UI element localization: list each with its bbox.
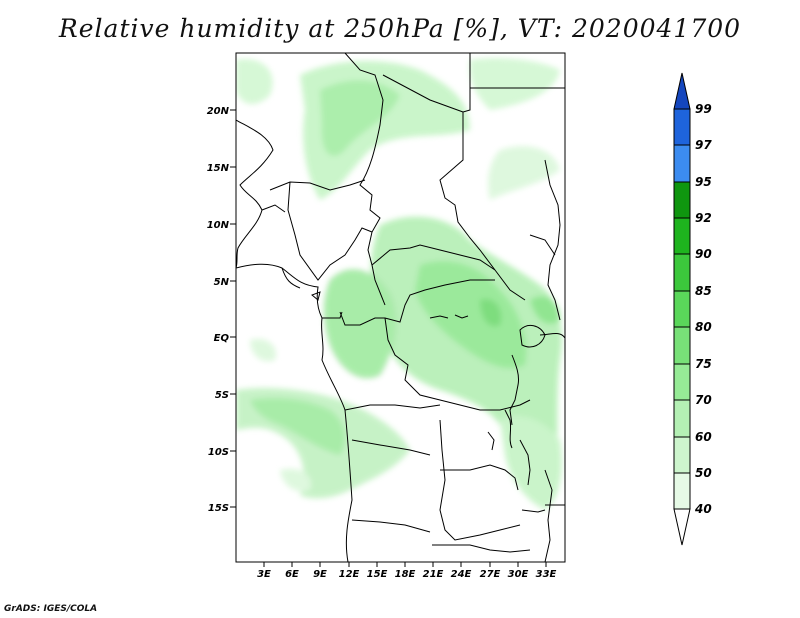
colorbar-labels: 99 97 95 92 90 85 80 75 70 60 50 40 [694,102,712,516]
colorbar-seg-90-92 [673,217,691,255]
lon-label-33E: 33E [536,569,557,580]
lon-label-12E: 12E [339,569,360,580]
colorbar-label-97: 97 [695,138,712,152]
colorbar-seg-97-99 [673,108,691,146]
colorbar-label-90: 90 [695,247,712,261]
colorbar-label-75: 75 [695,357,712,371]
colorbar-top-triangle [673,72,691,110]
lon-label-24E: 24E [451,569,472,580]
lon-label-27E: 27E [480,569,501,580]
lon-label-18E: 18E [395,569,416,580]
lat-label-15S: 15S [208,503,229,514]
lat-label-15N: 15N [207,163,230,174]
footer-credit: GrADS: IGES/COLA [4,604,98,614]
lat-label-10N: 10N [207,220,230,231]
lat-label-10S: 10S [208,447,229,458]
colorbar-label-80: 80 [695,320,712,334]
colorbar-label-40: 40 [694,502,712,516]
lat-label-5N: 5N [214,277,230,288]
colorbar [673,72,691,546]
lon-label-30E: 30E [508,569,529,580]
lat-label-20N: 20N [207,106,230,117]
lon-label-15E: 15E [367,569,388,580]
colorbar-label-95: 95 [695,175,712,189]
colorbar-label-70: 70 [695,393,712,407]
humidity-field [236,58,562,510]
colorbar-seg-92-95 [673,181,691,219]
page-title: Relative humidity at 250hPa [%], VT: 202… [58,14,742,43]
lat-label-5S: 5S [215,390,229,401]
colorbar-seg-80-85 [673,290,691,328]
colorbar-bottom-triangle [673,508,691,546]
colorbar-label-50: 50 [695,466,712,480]
lon-label-3E: 3E [257,569,271,580]
map-frame [235,52,566,563]
colorbar-label-92: 92 [695,211,712,225]
lat-label-EQ: EQ [214,333,230,344]
lat-axis: 20N 15N 10N 5N EQ 5S 10S 15S [207,106,236,514]
lon-label-9E: 9E [313,569,327,580]
colorbar-label-60: 60 [695,430,712,444]
lon-axis: 3E 6E 9E 12E 15E 18E 21E 24E 27E 30E 33E [257,562,557,580]
colorbar-seg-60-70 [673,399,691,438]
colorbar-label-85: 85 [695,284,712,298]
colorbar-seg-40-50 [673,472,691,510]
colorbar-label-99: 99 [695,102,712,116]
colorbar-seg-70-75 [673,363,691,401]
colorbar-seg-75-80 [673,326,691,365]
colorbar-seg-50-60 [673,436,691,474]
lon-label-6E: 6E [285,569,299,580]
lon-label-21E: 21E [423,569,444,580]
colorbar-seg-95-97 [673,144,691,183]
colorbar-seg-85-90 [673,253,691,292]
coastline-borders [236,53,565,562]
